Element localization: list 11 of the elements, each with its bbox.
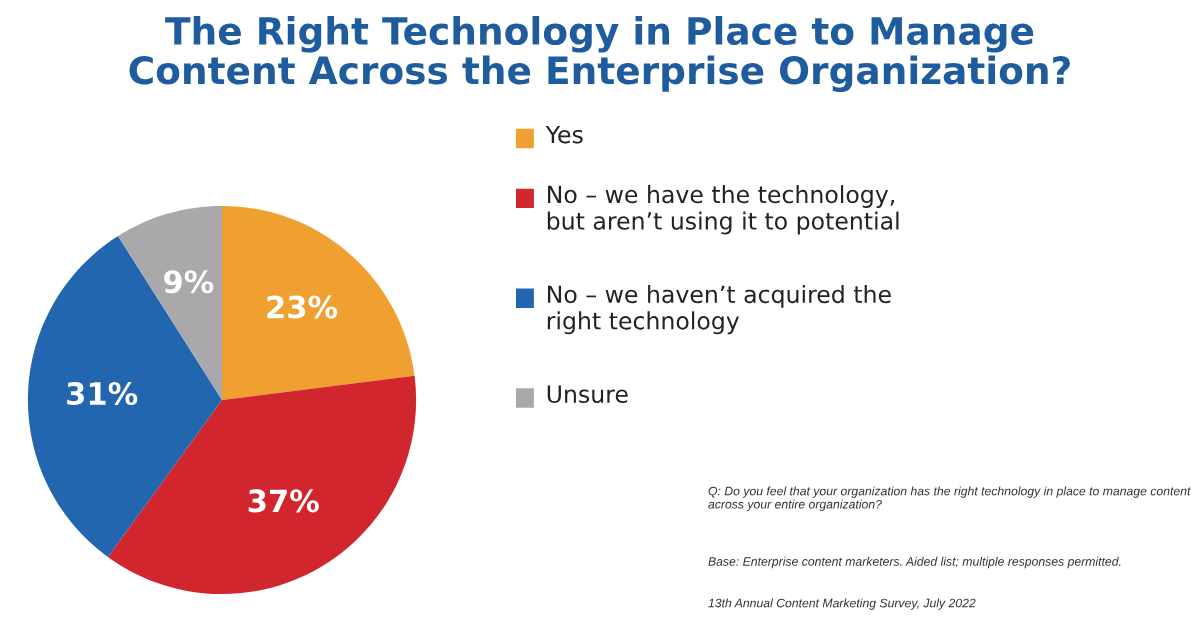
data-label: 37% xyxy=(248,489,319,513)
pie-slice xyxy=(27,236,222,558)
legend-label: No – we haven’t acquired the right technology xyxy=(547,284,891,335)
pie-slice xyxy=(222,205,415,400)
chart-title: The Right Technology in Place to Manage Content Across the Enterprise Organization? xyxy=(129,16,1070,93)
data-label: 31% xyxy=(67,381,138,406)
data-label: 9% xyxy=(164,270,214,294)
legend-label: Unsure xyxy=(547,385,628,404)
data-label: 23% xyxy=(267,295,338,319)
legend-label: No – we have the technology, but aren’t using it to potential xyxy=(547,185,899,235)
legend-label: Yes xyxy=(545,125,583,144)
